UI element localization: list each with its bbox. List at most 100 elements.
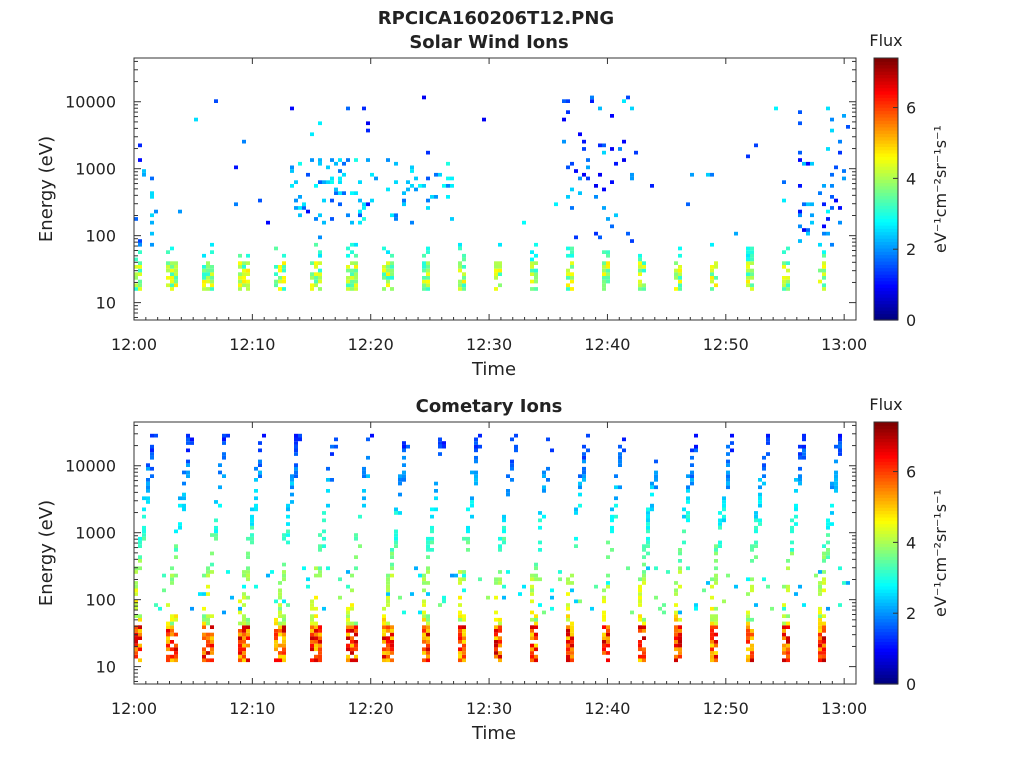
flux-cell — [346, 614, 350, 618]
flux-cell — [638, 603, 642, 607]
flux-cell — [350, 647, 354, 652]
flux-cell — [222, 455, 226, 460]
flux-cell — [390, 566, 394, 571]
flux-cell — [506, 570, 510, 574]
flux-cell — [286, 540, 290, 545]
flux-cell — [462, 573, 466, 578]
flux-cell — [758, 485, 762, 490]
flux-cell — [426, 643, 430, 648]
flux-cell — [174, 279, 178, 284]
flux-cell — [498, 654, 502, 659]
flux-cell — [322, 518, 326, 523]
flux-cell — [602, 610, 606, 615]
flux-cell — [178, 522, 182, 526]
flux-cell — [450, 573, 454, 578]
flux-cell — [618, 147, 622, 151]
flux-cell — [710, 621, 714, 626]
flux-cell — [458, 651, 462, 655]
colorbar-segment — [874, 198, 898, 203]
flux-cell — [282, 276, 286, 280]
colorbar-label: eV⁻¹cm⁻²sr⁻¹s⁻¹ — [931, 489, 950, 617]
flux-cell — [338, 169, 342, 173]
colorbar-segment — [874, 84, 898, 89]
flux-cell — [802, 202, 806, 207]
flux-cell — [750, 544, 754, 548]
flux-cell — [210, 287, 214, 291]
flux-cell — [362, 470, 366, 475]
flux-cell — [818, 651, 822, 655]
flux-cell — [246, 261, 250, 265]
flux-cell — [202, 651, 206, 655]
panel-title: Cometary Ions — [416, 396, 563, 417]
flux-cell — [606, 643, 610, 648]
flux-cell — [750, 268, 754, 273]
colorbar-segment — [874, 94, 898, 98]
flux-cell — [586, 165, 590, 170]
flux-cell — [694, 606, 698, 611]
flux-cell — [350, 250, 354, 254]
flux-cell — [606, 272, 610, 276]
flux-cell — [350, 220, 354, 225]
flux-cell — [426, 632, 430, 637]
flux-cell — [314, 283, 318, 288]
flux-cell — [606, 632, 610, 637]
flux-cell — [818, 610, 822, 615]
flux-cell — [318, 632, 322, 637]
flux-cell — [246, 636, 250, 640]
flux-cell — [498, 265, 502, 269]
flux-cell — [226, 570, 230, 574]
flux-cell — [286, 522, 290, 526]
flux-cell — [838, 220, 842, 225]
flux-cell — [782, 647, 786, 652]
flux-cell — [714, 566, 718, 571]
flux-cell — [178, 209, 182, 214]
flux-cell — [818, 632, 822, 637]
flux-cell — [598, 143, 602, 148]
colorbar-segment — [874, 490, 898, 495]
flux-cell — [382, 265, 386, 269]
flux-cell — [674, 272, 678, 276]
flux-cell — [630, 172, 634, 177]
flux-cell — [830, 503, 834, 508]
flux-cell — [254, 489, 258, 493]
flux-cell — [314, 595, 318, 600]
flux-cell — [330, 452, 334, 456]
flux-cell — [222, 474, 226, 478]
colorbar-segment — [874, 670, 898, 675]
flux-cell — [366, 455, 370, 460]
flux-cell — [318, 235, 322, 240]
flux-cell — [714, 573, 718, 578]
flux-cell — [570, 581, 574, 585]
flux-cell — [786, 640, 790, 644]
flux-cell — [458, 658, 462, 663]
flux-cell — [138, 559, 142, 563]
flux-cell — [174, 643, 178, 648]
flux-cell — [338, 595, 342, 600]
flux-cell — [662, 603, 666, 607]
flux-cell — [818, 584, 822, 589]
flux-cell — [422, 603, 426, 607]
flux-cell — [606, 625, 610, 629]
flux-cell — [838, 452, 842, 456]
flux-cell — [434, 489, 438, 493]
colorbar-segment — [874, 297, 898, 301]
flux-cell — [298, 433, 302, 438]
flux-cell — [390, 643, 394, 648]
flux-cell — [822, 614, 826, 618]
flux-cell — [782, 250, 786, 254]
flux-cell — [566, 283, 570, 288]
flux-cell — [530, 592, 534, 596]
flux-cell — [322, 511, 326, 515]
colorbar-segment — [874, 71, 898, 75]
flux-cell — [750, 643, 754, 648]
colorbar-segment — [874, 64, 898, 69]
flux-cell — [366, 158, 370, 162]
colorbar-segment — [874, 274, 898, 279]
flux-cell — [574, 511, 578, 515]
flux-cell — [350, 573, 354, 578]
colorbar-segment — [874, 458, 898, 462]
flux-cell — [386, 283, 390, 288]
flux-cell — [362, 217, 366, 221]
flux-cell — [166, 283, 170, 288]
flux-cell — [146, 485, 150, 490]
